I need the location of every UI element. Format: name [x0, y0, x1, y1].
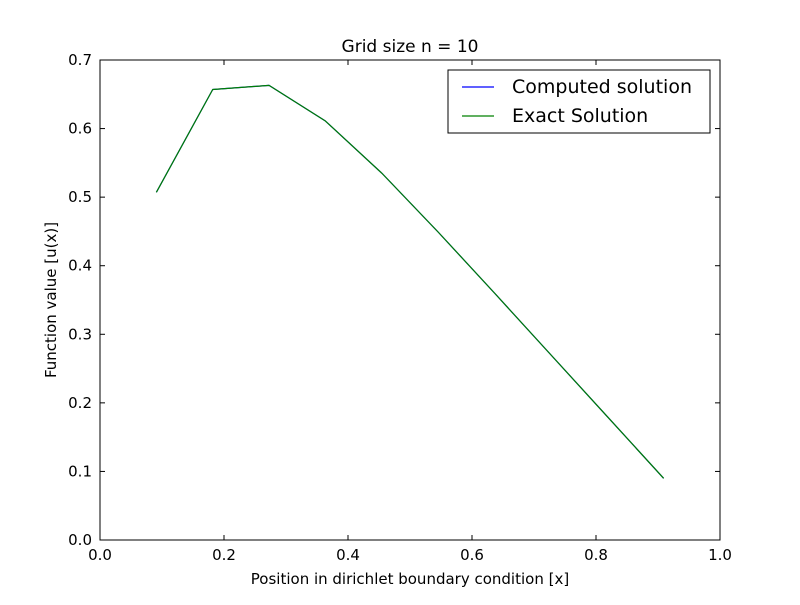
- y-axis-label: Function value [u(x)]: [42, 222, 60, 378]
- y-tick-label: 0.1: [68, 462, 92, 480]
- x-tick-label: 0.8: [584, 546, 608, 564]
- chart-title: Grid size n = 10: [342, 37, 479, 57]
- y-tick-label: 0.6: [68, 120, 92, 138]
- y-tick-label: 0.2: [68, 394, 92, 412]
- tick-layer: 0.0 0.2 0.4 0.6 0.8 1.0 0.0 0.1 0.2 0.3 0.4 0.5 0.6 0…: [68, 51, 732, 564]
- y-tick-label: 0.7: [68, 51, 92, 69]
- plot-frame: [99, 59, 721, 541]
- x-tick-label: 1.0: [708, 546, 732, 564]
- y-tick-label: 0.4: [68, 257, 92, 275]
- x-tick-label: 0.2: [212, 546, 236, 564]
- series-layer: [155, 84, 665, 479]
- y-tick-label: 0.3: [68, 325, 92, 343]
- x-tick-label: 0.0: [88, 546, 112, 564]
- legend-label-computed-solution: Computed solution: [512, 76, 692, 98]
- legend-box: [447, 69, 711, 134]
- x-tick-label: 0.6: [460, 546, 484, 564]
- series-line-exact-solution: [155, 84, 665, 479]
- y-tick-label: 0.5: [68, 188, 92, 206]
- y-tick-label: 0.0: [68, 531, 92, 549]
- x-axis-label: Position in dirichlet boundary condition…: [251, 570, 569, 588]
- x-tick-label: 0.4: [336, 546, 360, 564]
- legend-label-exact-solution: Exact Solution: [512, 105, 648, 127]
- legend: Computed solution Exact Solution: [447, 69, 711, 134]
